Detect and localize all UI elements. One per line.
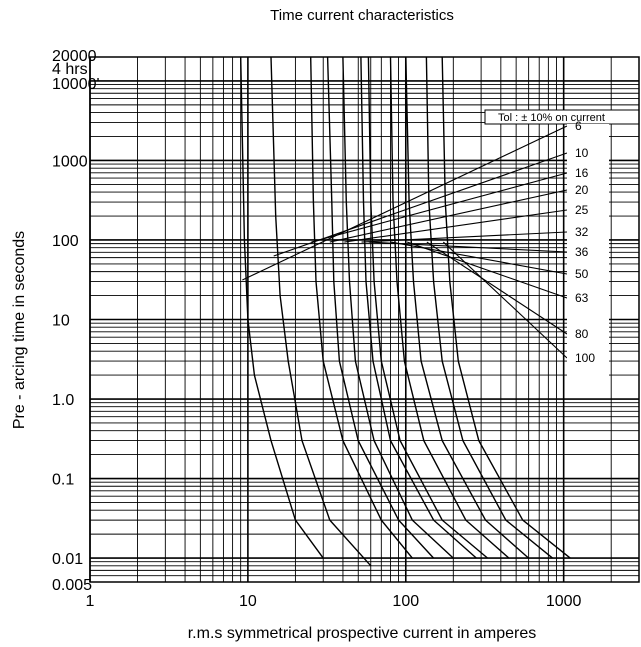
curve-10a xyxy=(270,56,372,567)
grid-lines xyxy=(89,56,640,583)
x-tick-label: 1 xyxy=(86,593,95,610)
y-tick-label: 0.01 xyxy=(52,551,83,568)
x-tick-label: 1000 xyxy=(546,593,582,610)
rating-leader xyxy=(344,209,568,243)
y-axis-label: Pre - arcing time in seconds xyxy=(11,231,28,429)
plot-frame xyxy=(89,56,640,583)
curve-6a xyxy=(240,56,324,559)
x-axis-label: r.m.s symmetrical prospective current in… xyxy=(188,625,537,642)
chart-title: Time current characteristics xyxy=(270,7,454,24)
rating-leader xyxy=(406,241,568,299)
rating-label: 36 xyxy=(575,245,589,259)
curve-80a xyxy=(425,56,553,559)
rating-leader xyxy=(311,172,568,243)
y-tick-label: 10 xyxy=(52,313,70,330)
rating-leader xyxy=(390,241,568,275)
rating-label: 20 xyxy=(575,183,589,197)
curve-20a xyxy=(326,56,435,559)
x-tick-label: 10 xyxy=(239,593,257,610)
tolerance-note: Tol : ± 10% on current xyxy=(498,112,605,124)
curve-16a xyxy=(310,56,413,559)
y-tick-label: 1.0 xyxy=(52,392,74,409)
rating-leader xyxy=(442,241,568,359)
rating-leader xyxy=(242,125,568,281)
rating-label: 25 xyxy=(575,203,589,217)
curve-25a xyxy=(342,56,454,559)
rating-leader xyxy=(329,189,568,243)
y-tick-label: 0.005 xyxy=(52,577,92,594)
rating-label: 100 xyxy=(575,351,595,365)
y-tick-label: 10000' xyxy=(52,76,100,93)
rating-label: 50 xyxy=(575,267,589,281)
x-tick-label: 100 xyxy=(392,593,419,610)
rating-box xyxy=(567,124,609,376)
rating-label: 10 xyxy=(575,146,589,160)
curve-50a xyxy=(389,56,510,559)
rating-label: 32 xyxy=(575,225,589,239)
y-tick-label: 1000 xyxy=(52,153,88,170)
y-tick-label: 100 xyxy=(52,233,79,250)
rating-label: 6 xyxy=(575,119,582,133)
y-tick-label: 4 hrs xyxy=(52,61,88,78)
rating-label: 16 xyxy=(575,166,589,180)
curve-32a xyxy=(360,56,477,559)
rating-legend: Tol : ± 10% on current 6 10 16 20 25 32 36 50 63… xyxy=(484,109,640,376)
rating-label: 63 xyxy=(575,291,589,305)
y-tick-label: 20000 xyxy=(52,48,97,65)
curve-36a xyxy=(367,56,489,559)
rating-label: 80 xyxy=(575,327,589,341)
curve-100a xyxy=(441,56,571,559)
curve-63a xyxy=(405,56,530,559)
rating-leader xyxy=(361,231,568,243)
y-tick-label: 0.1 xyxy=(52,472,74,489)
curve-group xyxy=(240,56,571,567)
rating-leader xyxy=(426,241,568,335)
